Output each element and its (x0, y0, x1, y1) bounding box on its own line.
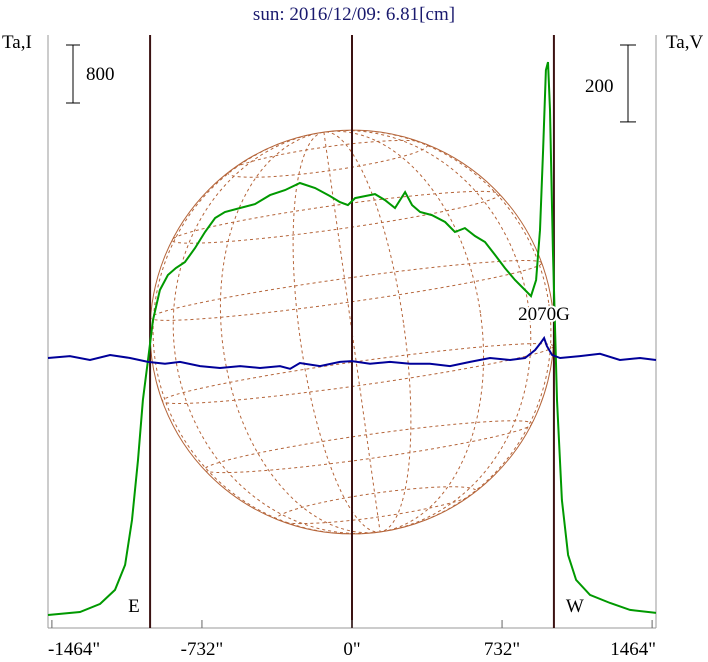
parallel (203, 420, 533, 474)
x-tick-label: 1464" (610, 639, 656, 660)
annotation: 2070G (518, 304, 570, 325)
x-tick-label: -1464" (48, 639, 100, 660)
i-scale-label: 800 (86, 64, 115, 85)
x-tick-label: -732" (181, 639, 224, 660)
series-line (47, 61, 657, 616)
chart-title: sun: 2016/12/09: 6.81[cm] (253, 4, 455, 25)
left-axis-label: Ta,I (2, 32, 32, 53)
v-scale-label: 200 (585, 76, 614, 97)
x-tick-label: 732" (484, 639, 520, 660)
west-label: W (566, 596, 584, 617)
parallel (227, 139, 429, 178)
parallel (150, 259, 543, 321)
meridian (219, 130, 485, 534)
x-tick-label: 0" (343, 639, 360, 660)
parallel (161, 343, 554, 405)
series-line (47, 335, 657, 370)
right-axis-label: Ta,V (666, 32, 703, 53)
east-label: E (128, 596, 140, 617)
